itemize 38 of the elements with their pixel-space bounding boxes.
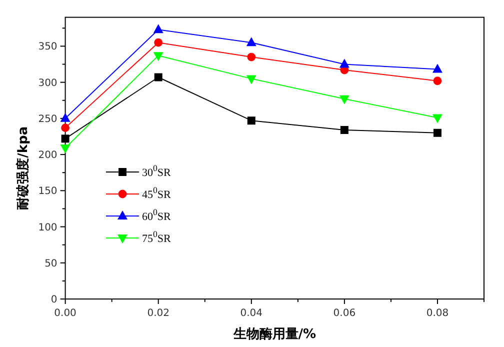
point [246,37,256,46]
point [433,76,442,86]
x-axis-title: 生物酶用量/% [232,327,316,342]
y-tick-label: 200 [38,150,58,162]
point [154,73,162,82]
y-tick-label: 50 [44,258,58,270]
x-tick-label: 0.00 [54,308,76,319]
legend-label: 60$^{0}$SR [142,207,172,223]
x-tick-label: 0.02 [147,308,170,319]
x-tick-label: 0.08 [426,308,449,319]
point [61,134,70,143]
point [153,52,164,62]
point [433,128,442,137]
point [339,95,350,104]
point [246,75,256,84]
y-tick-label: 300 [38,78,58,89]
y-axis-title: 耐破强度/kpa [15,126,31,210]
y-tick-label: 150 [38,186,58,198]
point [60,144,70,154]
point [60,112,70,122]
point [339,58,350,68]
point [154,38,163,47]
y-tick-label: 100 [38,222,58,234]
point [61,124,70,132]
x-tick-label: 0.06 [333,308,356,319]
point [432,64,442,73]
legend-label: 45$^{0}$SR [142,185,172,201]
point [247,116,256,125]
point [153,24,164,34]
x-tick-label: 0.04 [240,308,263,319]
legend-label: 75$^{0}$SR [142,229,172,245]
point [432,114,442,124]
point [340,126,348,134]
y-tick-label: 0 [50,294,58,306]
y-tick-label: 250 [38,114,58,125]
point [247,52,256,62]
y-tick-label: 350 [38,42,58,53]
legend-label: 30$^{0}$SR [142,163,172,179]
